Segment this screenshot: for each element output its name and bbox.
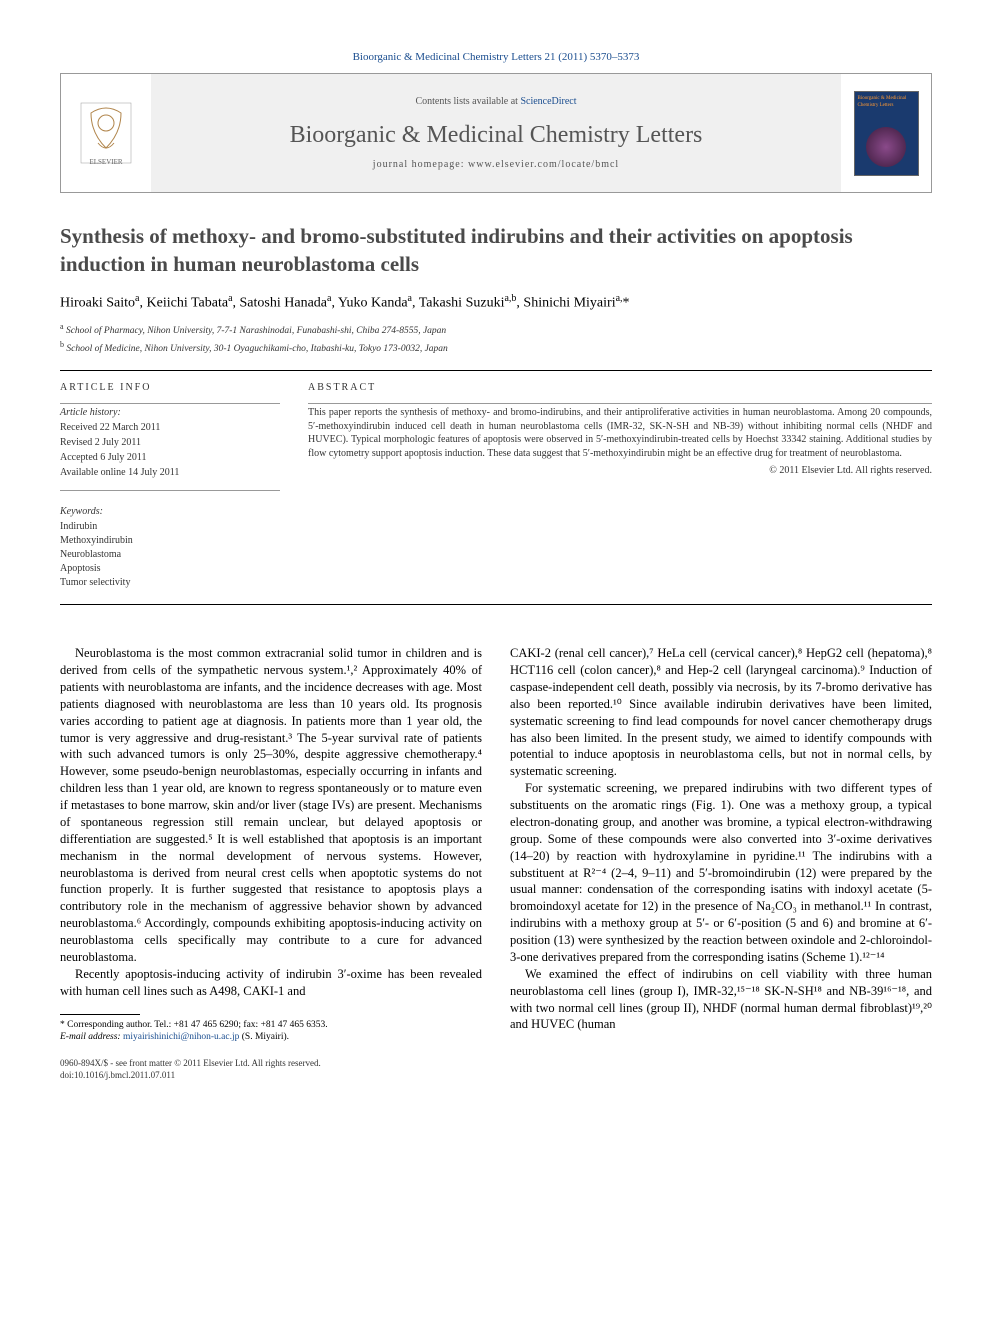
article-info-heading: ARTICLE INFO (60, 381, 280, 395)
keywords-label: Keywords: (60, 505, 280, 519)
svg-text:ELSEVIER: ELSEVIER (89, 158, 122, 166)
body-column-left: Neuroblastoma is the most common extracr… (60, 645, 482, 1081)
abstract-copyright: © 2011 Elsevier Ltd. All rights reserved… (308, 464, 932, 478)
section-divider (60, 370, 932, 371)
footer-issn: 0960-894X/$ - see front matter © 2011 El… (60, 1057, 482, 1069)
keyword-item: Neuroblastoma (60, 548, 280, 562)
abstract-text: This paper reports the synthesis of meth… (308, 406, 932, 460)
footnote-email-link[interactable]: miyairishinichi@nihon-u.ac.jp (123, 1032, 239, 1042)
keyword-item: Tumor selectivity (60, 576, 280, 590)
sciencedirect-link[interactable]: ScienceDirect (520, 96, 576, 107)
journal-header-bar: ELSEVIER Contents lists available at Sci… (60, 73, 932, 193)
header-citation: Bioorganic & Medicinal Chemistry Letters… (60, 50, 932, 65)
footer-doi: doi:10.1016/j.bmcl.2011.07.011 (60, 1069, 482, 1081)
accepted-date: Accepted 6 July 2011 (60, 451, 280, 465)
contents-pre: Contents lists available at (415, 96, 520, 107)
affiliation-b: b School of Medicine, Nihon University, … (60, 339, 932, 356)
corresponding-author-footnote: * Corresponding author. Tel.: +81 47 465… (60, 1019, 482, 1044)
journal-cover-container: Bioorganic & Medicinal Chemistry Letters (841, 74, 931, 192)
keyword-item: Methoxyindirubin (60, 534, 280, 548)
footnote-divider (60, 1014, 140, 1015)
thin-divider (60, 490, 280, 491)
elsevier-logo: ELSEVIER (76, 98, 136, 168)
keyword-item: Indirubin (60, 520, 280, 534)
footnote-email-name: (S. Miyairi). (242, 1032, 289, 1042)
body-paragraph: Recently apoptosis-inducing activity of … (60, 966, 482, 1000)
body-paragraph: Neuroblastoma is the most common extracr… (60, 645, 482, 966)
journal-cover-thumbnail: Bioorganic & Medicinal Chemistry Letters (854, 91, 919, 176)
body-paragraph: CAKI-2 (renal cell cancer),⁷ HeLa cell (… (510, 645, 932, 780)
contents-available-line: Contents lists available at ScienceDirec… (415, 95, 576, 109)
cover-image-icon (866, 127, 906, 167)
body-paragraph: We examined the effect of indirubins on … (510, 966, 932, 1034)
received-date: Received 22 March 2011 (60, 421, 280, 435)
footnote-email-label: E-mail address: (60, 1032, 121, 1042)
abstract-block: ABSTRACT This paper reports the synthesi… (308, 381, 932, 590)
abstract-heading: ABSTRACT (308, 381, 932, 395)
keyword-item: Apoptosis (60, 562, 280, 576)
affiliation-a: a School of Pharmacy, Nihon University, … (60, 321, 932, 338)
article-title: Synthesis of methoxy- and bromo-substitu… (60, 223, 932, 278)
cover-title-text: Bioorganic & Medicinal Chemistry Letters (855, 92, 918, 112)
author-list: Hiroaki Saitoa, Keiichi Tabataa, Satoshi… (60, 292, 932, 313)
journal-header-center: Contents lists available at ScienceDirec… (151, 74, 841, 192)
revised-date: Revised 2 July 2011 (60, 436, 280, 450)
journal-homepage: journal homepage: www.elsevier.com/locat… (373, 158, 619, 172)
journal-name: Bioorganic & Medicinal Chemistry Letters (290, 119, 703, 153)
footnote-corr: * Corresponding author. Tel.: +81 47 465… (60, 1019, 482, 1031)
publisher-logo-container: ELSEVIER (61, 74, 151, 192)
history-label: Article history: (60, 406, 280, 420)
article-info-block: ARTICLE INFO Article history: Received 2… (60, 381, 280, 590)
thin-divider (308, 403, 932, 404)
online-date: Available online 14 July 2011 (60, 466, 280, 480)
section-divider (60, 604, 932, 605)
body-two-column: Neuroblastoma is the most common extracr… (60, 645, 932, 1081)
affiliations: a School of Pharmacy, Nihon University, … (60, 321, 932, 356)
body-column-right: CAKI-2 (renal cell cancer),⁷ HeLa cell (… (510, 645, 932, 1081)
body-paragraph: For systematic screening, we prepared in… (510, 780, 932, 966)
thin-divider (60, 403, 280, 404)
